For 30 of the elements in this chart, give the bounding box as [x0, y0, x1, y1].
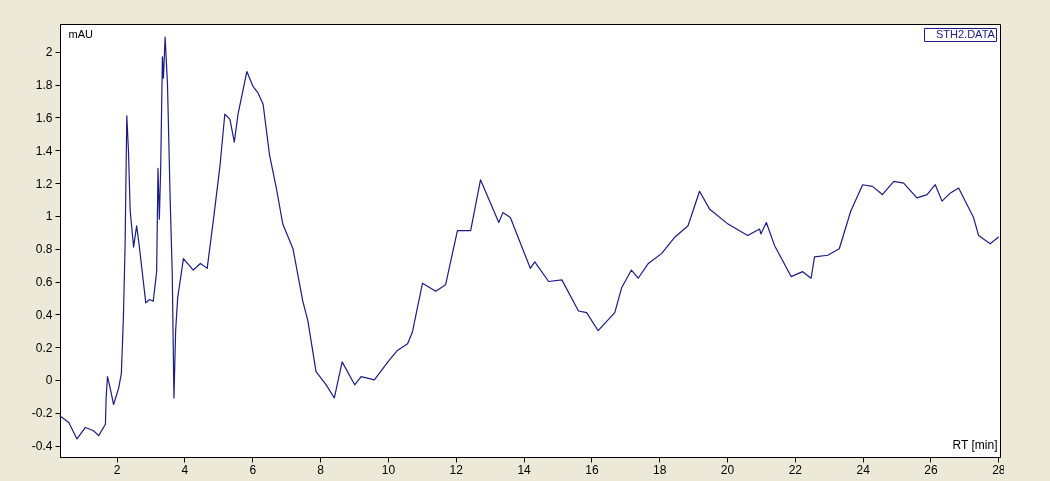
x-tick-label: 22 [788, 462, 803, 477]
x-tick-label: 16 [585, 462, 599, 477]
line-series [59, 36, 999, 440]
x-axis-title: RT [min] [952, 437, 998, 452]
x-tick-label: 18 [653, 462, 667, 477]
y-tick-label: 1.2 [35, 176, 53, 191]
x-tick-label: 12 [449, 462, 464, 477]
x-tick-label: 20 [720, 462, 735, 477]
y-tick-label: 2 [45, 45, 53, 60]
x-tick-label: 26 [924, 462, 938, 477]
y-tick-label: 0.2 [35, 340, 53, 355]
x-tick-label: 14 [517, 462, 532, 477]
y-tick-label: 1.4 [35, 143, 53, 158]
y-tick-label: 0 [45, 373, 53, 388]
y-tick-label: 0.8 [35, 242, 53, 257]
y-tick-label: 1.8 [35, 78, 53, 93]
y-tick-label: -0.2 [31, 406, 53, 421]
y-tick-label: 0.4 [35, 307, 53, 322]
x-tick-label: 10 [381, 462, 396, 477]
y-axis-title: mAU [68, 27, 93, 40]
y-tick-label: -0.4 [31, 439, 53, 454]
x-tick-label: 2 [113, 462, 121, 477]
y-tick-label: 1.6 [35, 110, 53, 125]
y-tick-label: 0.6 [35, 275, 53, 289]
x-tick-label: 24 [856, 462, 871, 477]
text: STH2.DATA [936, 27, 996, 40]
x-tick-label: 6 [249, 462, 257, 477]
y-tick-label: 1 [45, 209, 53, 224]
x-tick-label: 8 [317, 462, 325, 477]
x-tick-label: 4 [181, 462, 189, 477]
